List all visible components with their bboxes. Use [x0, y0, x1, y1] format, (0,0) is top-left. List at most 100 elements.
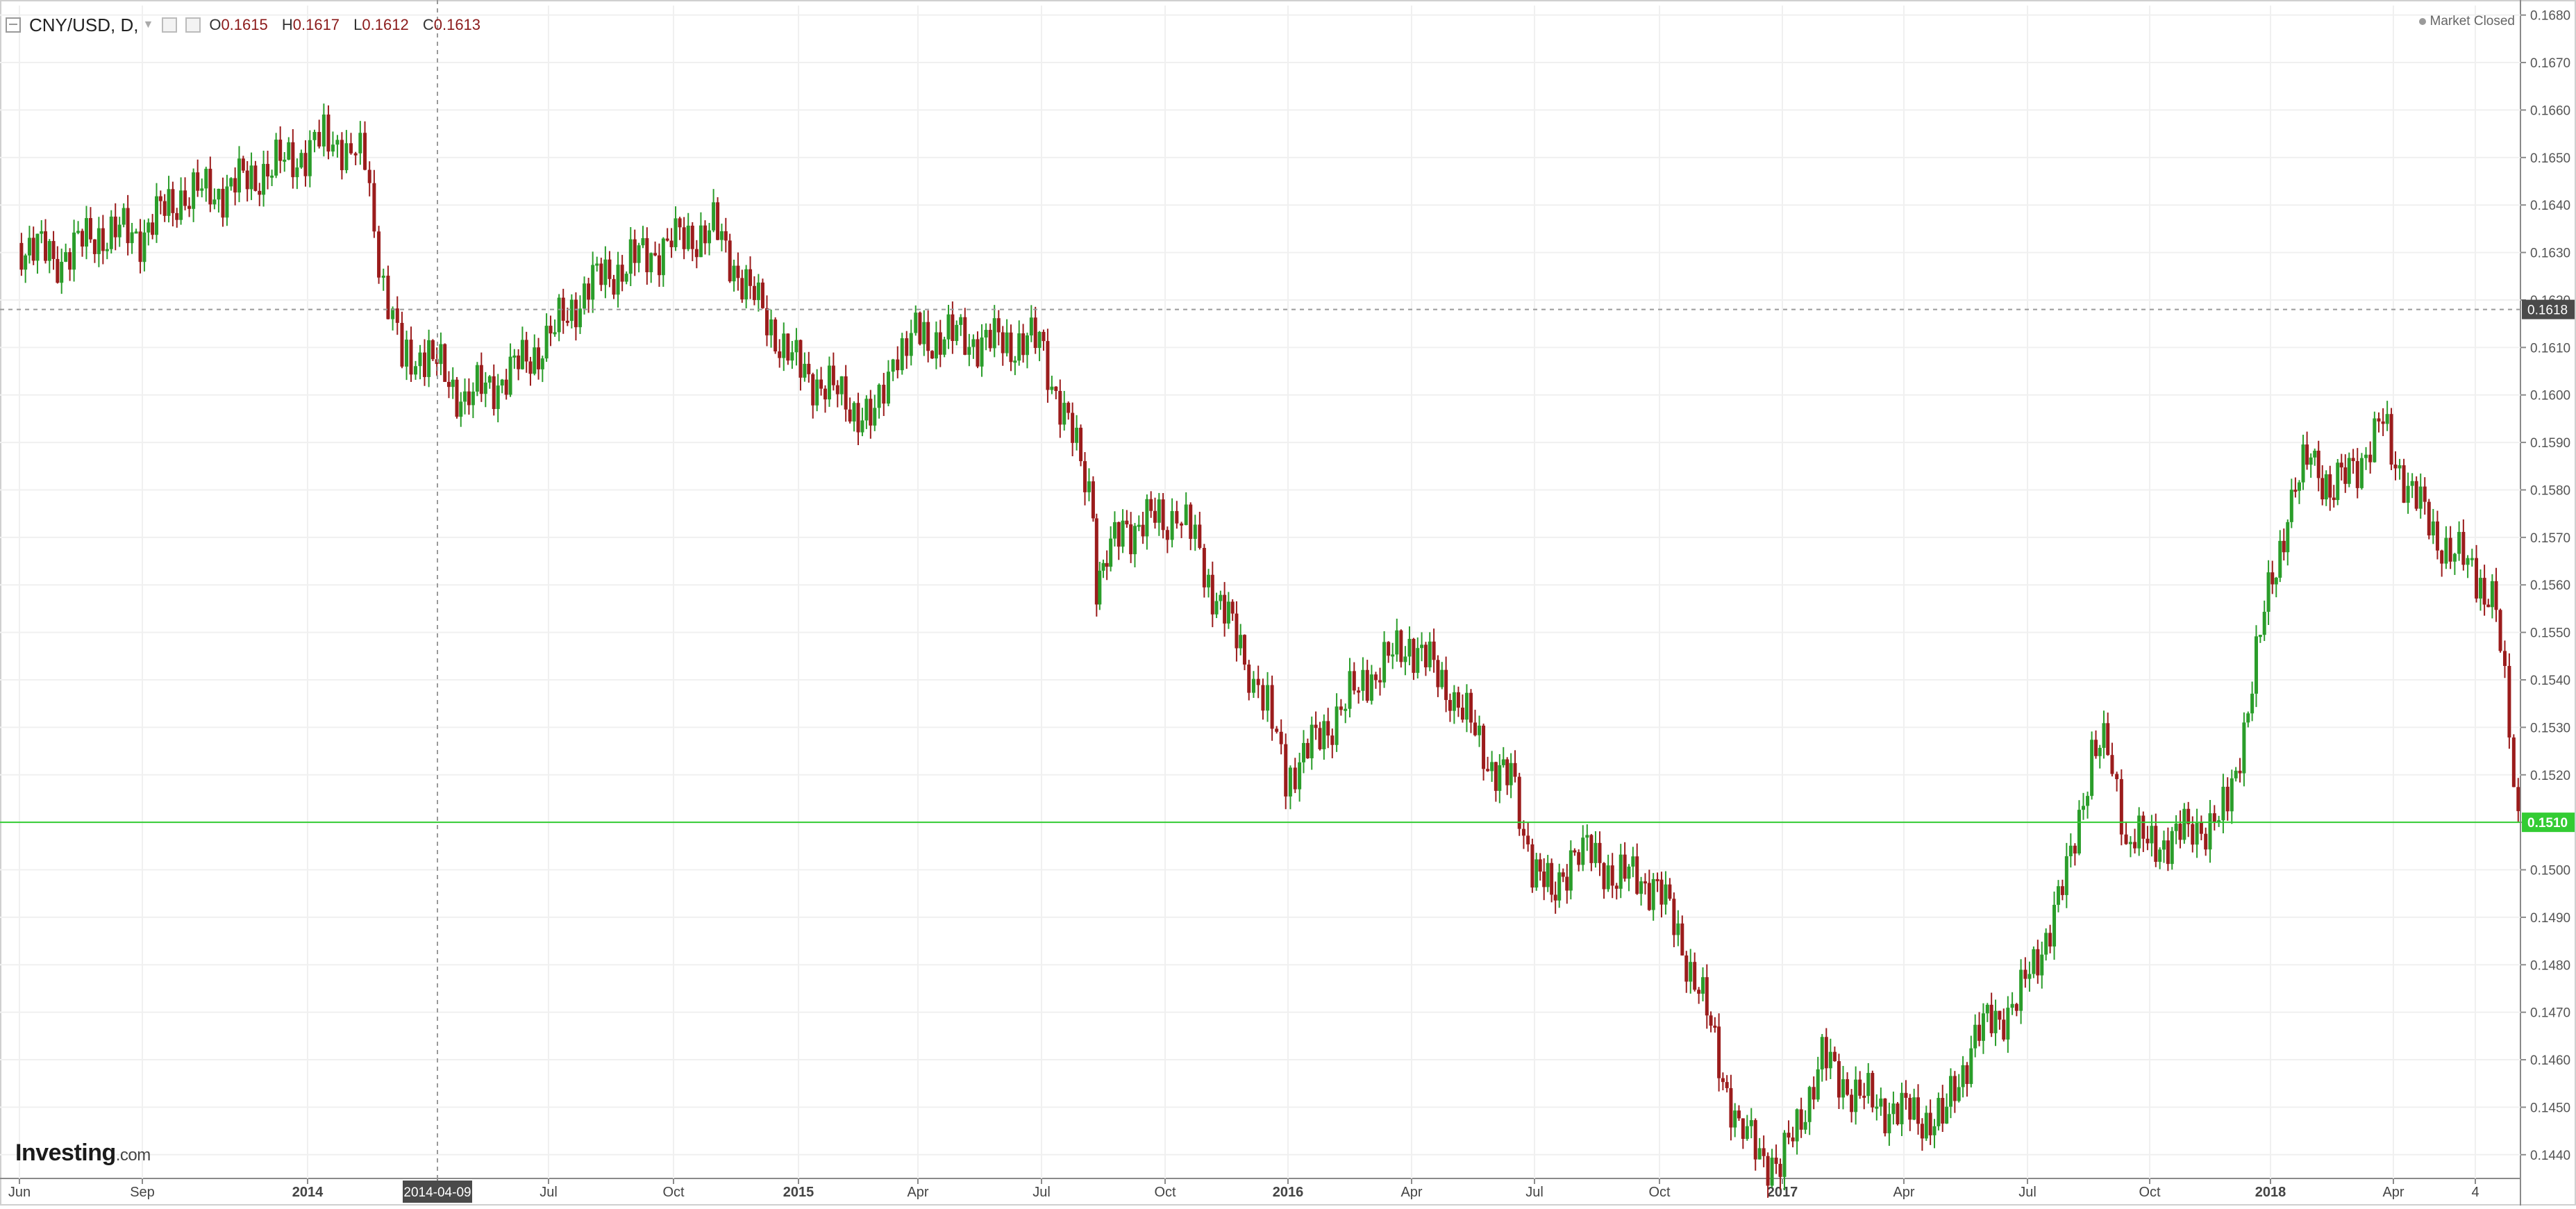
candle-body	[363, 133, 367, 170]
candle-body	[1310, 724, 1314, 758]
candle-body	[1125, 520, 1129, 525]
candle-body	[1149, 499, 1153, 511]
candle-body	[1948, 1076, 1952, 1107]
candle-body	[2347, 458, 2351, 484]
candle-body	[2242, 722, 2246, 774]
candle-body	[1916, 1097, 1921, 1124]
candlestick-series	[19, 103, 2520, 1198]
candle-body	[2119, 778, 2123, 835]
candle-body	[2090, 740, 2094, 797]
candle-body	[2225, 786, 2230, 812]
candle-body	[101, 228, 105, 251]
candle-body	[852, 403, 856, 422]
candle-body	[44, 231, 48, 261]
candle-body	[1145, 499, 1149, 537]
y-tick-label: 0.1440	[2530, 1149, 2570, 1163]
candle-body	[1680, 923, 1684, 956]
candle-body	[1684, 955, 1689, 982]
candle-body	[803, 363, 807, 378]
low-key: L	[353, 16, 362, 33]
y-tick-label: 0.1590	[2530, 436, 2570, 451]
x-tick-label: Apr	[907, 1185, 928, 1200]
candle-body	[2073, 845, 2077, 854]
candle-body	[778, 351, 782, 358]
candle-body	[1369, 674, 1373, 701]
candle-body	[1513, 762, 1517, 777]
candle-body	[81, 231, 85, 247]
candle-body	[891, 359, 895, 372]
candle-body	[1721, 1078, 1725, 1083]
candle-body	[372, 183, 376, 232]
candle-body	[1749, 1120, 1753, 1126]
candle-body	[1932, 1126, 1937, 1135]
symbol-label[interactable]: CNY/USD, D,	[29, 14, 139, 35]
candle-body	[1832, 1051, 1837, 1062]
candle-body	[2336, 462, 2340, 501]
candle-body	[1957, 1087, 1961, 1101]
candle-body	[1610, 865, 1614, 886]
brand-name: Investing	[15, 1140, 116, 1166]
candle-body	[905, 338, 909, 356]
candle-body	[1009, 332, 1013, 362]
candle-body	[109, 216, 113, 249]
candle-body	[97, 228, 101, 254]
current-price-tag	[2522, 812, 2575, 833]
y-tick-label: 0.1550	[2530, 626, 2570, 641]
candle-body	[1517, 776, 1521, 829]
hide-series-icon[interactable]	[162, 17, 178, 33]
candle-body	[1717, 1026, 1721, 1078]
candle-body	[179, 190, 183, 220]
chevron-down-icon[interactable]: ▼	[142, 19, 154, 31]
candle-body	[2389, 414, 2393, 465]
candle-body	[790, 352, 794, 361]
candle-body	[2266, 572, 2270, 612]
candle-body	[2133, 842, 2137, 849]
candle-body	[1335, 706, 1339, 745]
candle-body	[2461, 531, 2466, 565]
candle-body	[756, 282, 760, 301]
candle-body	[1598, 842, 1602, 863]
candle-body	[443, 344, 447, 382]
settings-icon[interactable]	[185, 17, 201, 33]
candle-body	[2305, 444, 2309, 465]
candle-body	[1387, 642, 1391, 656]
candle-body	[446, 381, 451, 387]
candle-body	[1339, 706, 1343, 710]
candle-body	[496, 385, 500, 409]
x-tick-label: Jul	[2018, 1185, 2036, 1200]
candle-body	[708, 230, 712, 244]
candle-body	[815, 379, 819, 406]
candle-body	[537, 347, 541, 369]
candle-body	[1858, 1079, 1862, 1096]
candle-body	[641, 237, 645, 246]
candle-body	[2048, 933, 2052, 947]
candle-body	[105, 249, 109, 251]
candle-body	[1075, 427, 1079, 443]
candle-body	[500, 379, 504, 386]
candle-body	[2482, 578, 2486, 605]
candle-body	[963, 317, 967, 355]
candle-body	[340, 140, 344, 171]
candle-body	[1854, 1079, 1858, 1112]
y-tick-label: 0.1630	[2530, 247, 2570, 261]
candle-body	[752, 285, 756, 301]
candle-body	[2494, 581, 2498, 610]
high-key: H	[281, 16, 293, 33]
candle-body	[31, 237, 35, 261]
crosshair-price-tag	[2522, 299, 2575, 319]
candle-body	[217, 188, 221, 200]
collapse-legend-icon[interactable]	[6, 17, 21, 33]
candle-body	[2258, 635, 2262, 637]
candle-body	[1071, 412, 1075, 443]
candle-body	[76, 231, 81, 233]
y-tick-label: 0.1470	[2530, 1006, 2570, 1021]
candle-body	[620, 265, 624, 282]
x-tick-label: 2017	[1767, 1185, 1798, 1200]
x-tick-label: Jul	[1032, 1185, 1051, 1200]
candle-body	[1001, 332, 1005, 353]
candle-body	[1635, 856, 1639, 894]
candle-body	[996, 318, 1001, 333]
current-price-label: 0.1510	[2527, 816, 2568, 831]
x-tick-label: Apr	[1893, 1185, 1914, 1200]
candle-body	[2282, 540, 2286, 553]
